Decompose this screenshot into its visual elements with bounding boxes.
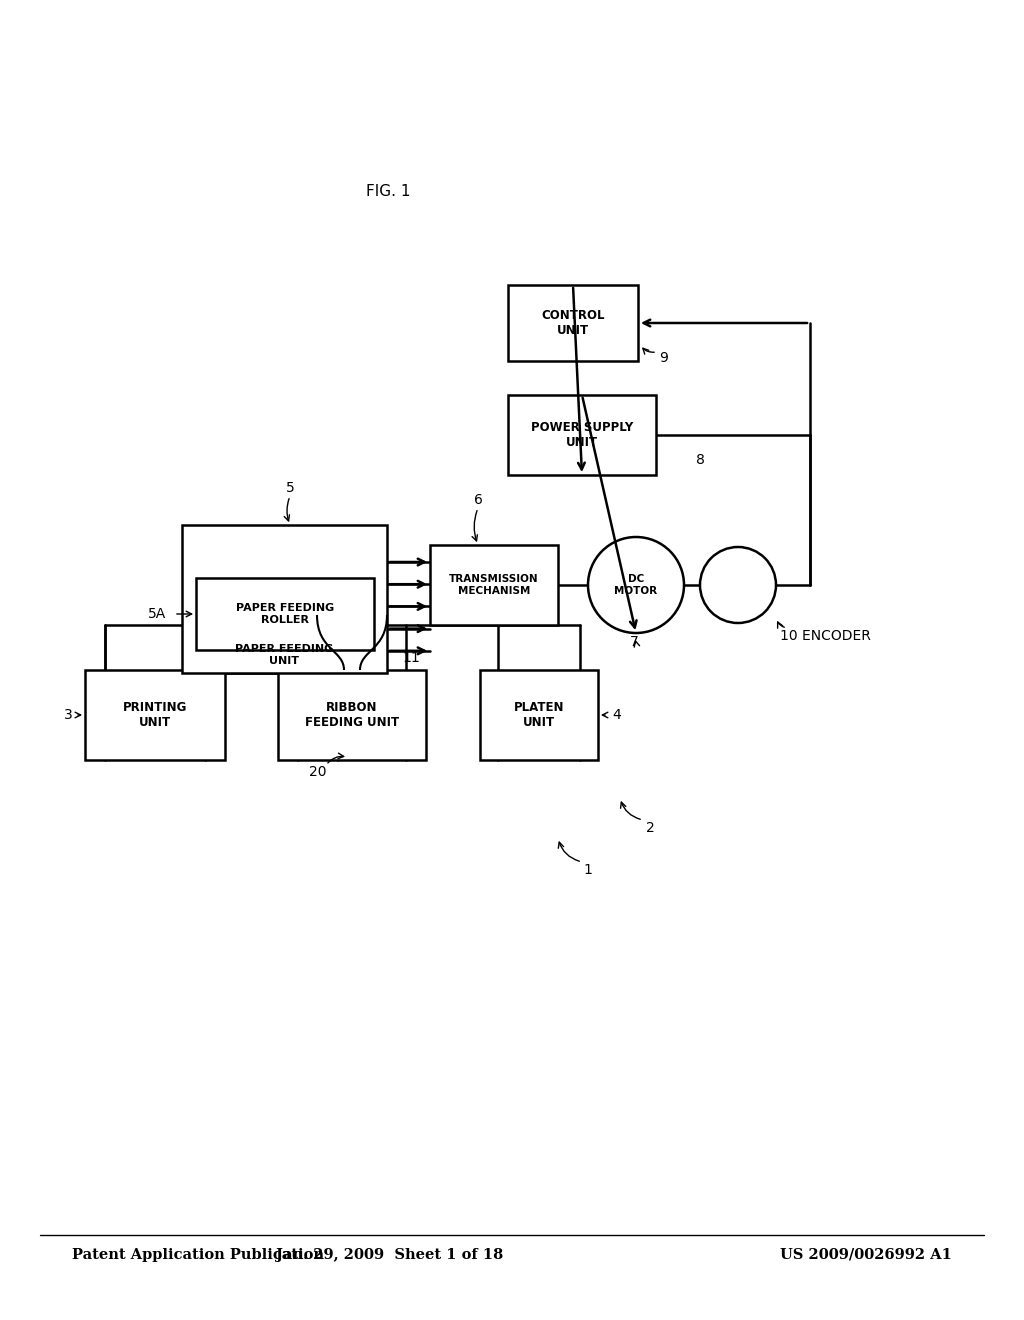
Text: 1: 1: [584, 863, 593, 876]
Text: TRANSMISSION
MECHANISM: TRANSMISSION MECHANISM: [450, 574, 539, 595]
Text: RIBBON
FEEDING UNIT: RIBBON FEEDING UNIT: [305, 701, 399, 729]
Bar: [278, 671, 426, 760]
Text: 3: 3: [63, 708, 73, 722]
Text: Patent Application Publication: Patent Application Publication: [72, 1247, 324, 1262]
Text: 7: 7: [630, 635, 638, 649]
Text: 20: 20: [309, 766, 327, 779]
Text: Jan. 29, 2009  Sheet 1 of 18: Jan. 29, 2009 Sheet 1 of 18: [276, 1247, 504, 1262]
Text: 6: 6: [473, 492, 482, 507]
Bar: [430, 545, 558, 624]
Bar: [508, 285, 638, 360]
Circle shape: [588, 537, 684, 634]
Text: PAPER FEEDING
UNIT: PAPER FEEDING UNIT: [236, 644, 334, 665]
Text: DC
MOTOR: DC MOTOR: [614, 574, 657, 595]
Text: PRINTING
UNIT: PRINTING UNIT: [123, 701, 187, 729]
Text: 5A: 5A: [147, 607, 166, 620]
Circle shape: [700, 546, 776, 623]
Text: US 2009/0026992 A1: US 2009/0026992 A1: [780, 1247, 952, 1262]
Text: PLATEN
UNIT: PLATEN UNIT: [514, 701, 564, 729]
Text: 11: 11: [402, 651, 420, 665]
Text: FIG. 1: FIG. 1: [366, 185, 411, 199]
Bar: [480, 671, 598, 760]
Bar: [196, 578, 374, 649]
Text: 8: 8: [695, 453, 705, 467]
Bar: [508, 395, 656, 475]
Text: 4: 4: [612, 708, 621, 722]
Text: 2: 2: [645, 821, 654, 836]
Text: 5: 5: [286, 480, 294, 495]
Text: 9: 9: [659, 351, 669, 366]
Text: 10 ENCODER: 10 ENCODER: [780, 630, 870, 643]
Bar: [85, 671, 225, 760]
Bar: [182, 525, 387, 673]
Text: PAPER FEEDING
ROLLER: PAPER FEEDING ROLLER: [236, 603, 334, 624]
Text: POWER SUPPLY
UNIT: POWER SUPPLY UNIT: [530, 421, 633, 449]
Text: CONTROL
UNIT: CONTROL UNIT: [542, 309, 605, 337]
